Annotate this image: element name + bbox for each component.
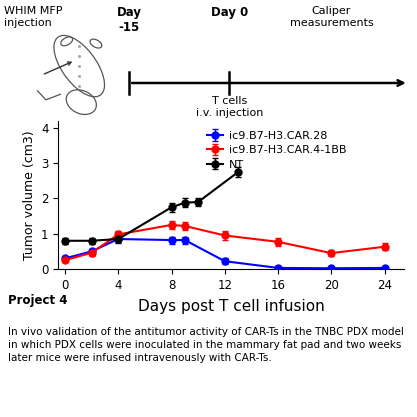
Text: In vivo validation of the antitumor activity of CAR-Ts in the TNBC PDX model
in : In vivo validation of the antitumor acti…	[8, 327, 404, 363]
Text: T cells
i.v. injection: T cells i.v. injection	[196, 96, 263, 118]
Legend: ic9.B7-H3.CAR.28, ic9.B7-H3.CAR.4-1BB, NT: ic9.B7-H3.CAR.28, ic9.B7-H3.CAR.4-1BB, N…	[202, 126, 351, 174]
Y-axis label: Tumor volume (cm3): Tumor volume (cm3)	[23, 130, 35, 260]
Text: Day 0: Day 0	[211, 6, 248, 20]
Text: WHIM MFP
injection: WHIM MFP injection	[4, 6, 63, 28]
Text: Day
-15: Day -15	[117, 6, 142, 35]
Text: Project 4: Project 4	[8, 294, 68, 307]
X-axis label: Days post T cell infusion: Days post T cell infusion	[138, 299, 325, 314]
Text: Caliper
measurements: Caliper measurements	[290, 6, 373, 28]
